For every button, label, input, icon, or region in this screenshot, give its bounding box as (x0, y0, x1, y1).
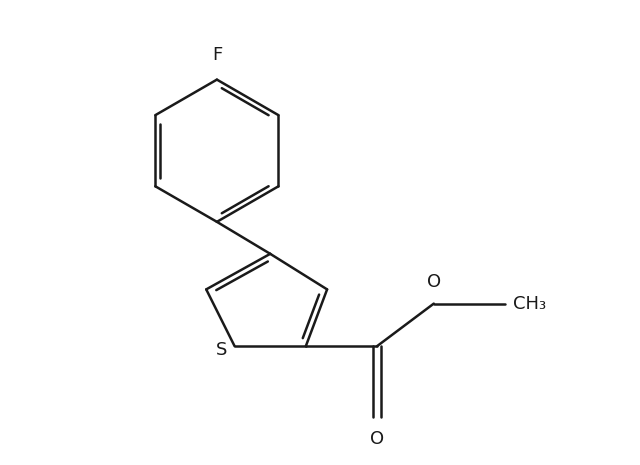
Text: CH₃: CH₃ (513, 295, 547, 312)
Text: O: O (370, 430, 384, 448)
Text: O: O (427, 273, 441, 291)
Text: S: S (216, 341, 228, 359)
Text: F: F (212, 46, 222, 64)
